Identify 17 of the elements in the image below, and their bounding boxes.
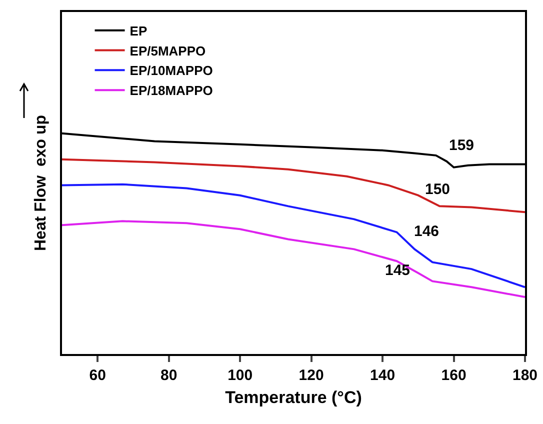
x-tick-label: 180 xyxy=(512,367,538,384)
legend-label: EP/10MAPPO xyxy=(130,63,213,78)
x-tick-label: 80 xyxy=(160,367,178,384)
legend-label: EP xyxy=(130,23,148,38)
x-tick-label: 60 xyxy=(89,367,106,384)
x-tick-label: 140 xyxy=(370,367,396,384)
annotation: 159 xyxy=(449,137,474,154)
legend-label: EP/18MAPPO xyxy=(130,83,213,98)
legend-label: EP/5MAPPO xyxy=(130,43,206,58)
x-axis-title: Temperature (°C) xyxy=(225,388,362,407)
annotation: 150 xyxy=(425,181,450,198)
annotation: 145 xyxy=(385,262,410,279)
x-tick-label: 100 xyxy=(228,367,253,384)
x-tick-label: 160 xyxy=(441,367,466,384)
x-tick-label: 120 xyxy=(298,367,324,384)
y-axis-title: Heat Flow exo up xyxy=(32,114,50,252)
annotation: 146 xyxy=(414,223,440,240)
